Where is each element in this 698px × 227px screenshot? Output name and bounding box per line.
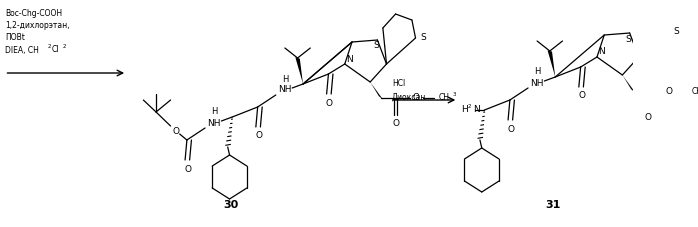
Text: O: O: [172, 128, 179, 136]
Text: 2: 2: [63, 44, 66, 49]
Text: N: N: [598, 47, 605, 57]
Text: Диоксан: Диоксан: [392, 92, 426, 101]
Text: N: N: [346, 54, 352, 64]
Text: O: O: [507, 124, 514, 133]
Text: 2: 2: [47, 44, 51, 49]
Text: N: N: [474, 106, 480, 114]
Text: H: H: [282, 74, 288, 84]
Text: O: O: [644, 113, 651, 121]
Text: O: O: [665, 86, 672, 96]
Text: HCl: HCl: [392, 79, 406, 87]
Text: O: O: [392, 119, 399, 128]
Text: S: S: [673, 27, 678, 35]
Text: NH: NH: [207, 118, 221, 128]
Text: O: O: [326, 99, 333, 108]
Text: Boc-Chg-COOH: Boc-Chg-COOH: [6, 10, 63, 18]
Text: O: O: [578, 91, 585, 101]
Text: CH: CH: [691, 86, 698, 96]
Text: O: O: [413, 94, 420, 103]
Text: NH: NH: [530, 79, 544, 87]
Text: DIEA, CH: DIEA, CH: [6, 45, 39, 54]
Text: CH: CH: [439, 94, 450, 103]
Text: H: H: [211, 108, 217, 116]
Text: Cl: Cl: [52, 45, 59, 54]
Polygon shape: [623, 75, 635, 93]
Text: S: S: [421, 34, 426, 42]
Text: ПОBt: ПОBt: [6, 34, 25, 42]
Text: NH: NH: [278, 86, 292, 94]
Text: S: S: [373, 42, 380, 50]
Text: S: S: [626, 35, 632, 44]
Text: O: O: [255, 131, 262, 141]
Text: O: O: [184, 165, 191, 173]
Text: 31: 31: [546, 200, 561, 210]
Polygon shape: [548, 50, 555, 77]
Polygon shape: [295, 57, 303, 84]
Polygon shape: [370, 82, 383, 100]
Text: H: H: [461, 106, 468, 114]
Text: 3: 3: [453, 92, 456, 98]
Text: 30: 30: [224, 200, 239, 210]
Text: 2: 2: [468, 104, 472, 109]
Text: 1,2-дихлорэтан,: 1,2-дихлорэтан,: [6, 22, 70, 30]
Text: H: H: [534, 67, 540, 76]
